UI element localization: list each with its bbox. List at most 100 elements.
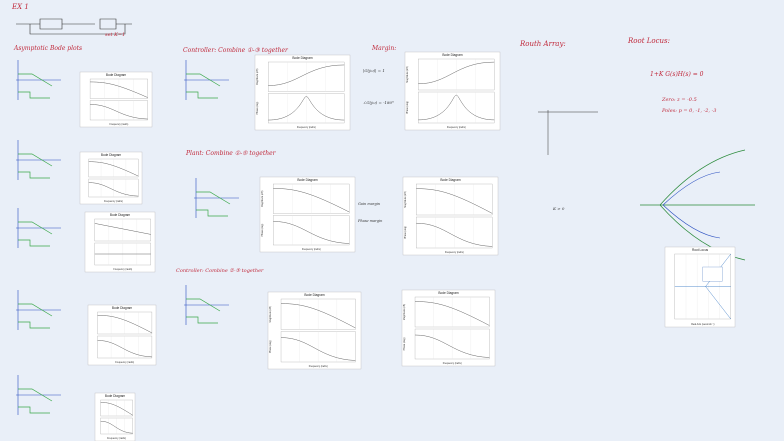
y-label: Phase (deg)	[269, 340, 272, 353]
y-label: Phase (deg)	[403, 337, 406, 350]
plot: Root Locus Real Axis (seconds⁻¹)	[664, 246, 736, 328]
plot: Bode Diagram Magnitude (dB) Phase (deg) Fre…	[401, 289, 496, 367]
sketch-curve	[18, 221, 53, 247]
curve	[97, 315, 153, 334]
y-label: Magnitude (dB)	[403, 304, 406, 321]
sketch-axes	[16, 375, 61, 415]
note: Controller: Combine ①-⑤ together	[176, 268, 264, 274]
note: Phase margin	[357, 219, 383, 223]
x-label: Frequency (rad/s)	[104, 200, 123, 203]
sketch-curve	[18, 303, 53, 329]
curve	[415, 334, 490, 358]
x-label: Frequency (rad/s)	[115, 361, 134, 364]
plot-title: Bode Diagram	[112, 306, 133, 310]
note: Root Locus:	[627, 37, 670, 45]
x-label: Frequency (rad/s)	[309, 365, 328, 368]
plot: Bode Diagram Frequency (rad/s)	[79, 71, 153, 128]
plot-title: Bode Diagram	[297, 178, 318, 182]
plot: Bode Diagram Frequency (rad/s)	[87, 304, 157, 366]
y-label: Phase (deg)	[256, 102, 259, 115]
note: |G(jω)| = 1	[363, 68, 385, 73]
plot-title: Root Locus	[692, 248, 709, 252]
note: Poles: p = 0, -1, -2, -3	[661, 108, 716, 114]
sketch-curve	[18, 388, 53, 414]
plot: Bode Diagram Magnitude (dB) Phase (deg) Fre…	[267, 291, 362, 370]
plot-title: Bode Diagram	[106, 73, 127, 77]
curve	[90, 81, 148, 98]
sketch-axes	[16, 140, 61, 180]
note: 1+K G(s)H(s) = 0	[650, 71, 704, 78]
plot: Bode Diagram Magnitude (dB) Phase (deg) Fre…	[259, 176, 356, 253]
plot-title: Bode Diagram	[292, 56, 313, 60]
curve	[268, 64, 345, 86]
sketch-axes	[16, 60, 61, 100]
note: Asymptotic Bode plots	[13, 45, 82, 52]
curve	[97, 340, 152, 358]
curve	[100, 402, 133, 416]
curve	[281, 337, 356, 361]
curve	[418, 61, 495, 85]
curve	[88, 182, 139, 197]
x-label: Frequency (rad/s)	[109, 123, 128, 126]
sketch-axes	[194, 178, 239, 218]
sketch-axes	[184, 60, 229, 100]
x-label: Frequency (rad/s)	[107, 437, 126, 440]
curve	[415, 301, 490, 326]
curve	[281, 303, 356, 329]
page-title: EX 1	[11, 3, 29, 11]
sketch-curve	[186, 298, 221, 324]
y-label: Phase (deg)	[261, 224, 264, 237]
plot: Bode Diagram Frequency (rad/s)	[79, 151, 143, 205]
sketch-curve	[186, 73, 221, 99]
note: Margin:	[371, 45, 396, 52]
plot-title: Bode Diagram	[304, 293, 325, 297]
routh-table	[538, 110, 598, 155]
curve	[273, 221, 350, 244]
x-label: Frequency (rad/s)	[113, 268, 132, 271]
sketch-curve	[18, 153, 53, 179]
plot-title: Bode Diagram	[105, 394, 126, 398]
sketch-axes	[16, 208, 61, 248]
x-label: Frequency (rad/s)	[297, 126, 316, 129]
y-label: Phase (deg)	[406, 101, 409, 114]
plot-title: Bode Diagram	[101, 153, 122, 157]
curve	[416, 188, 493, 214]
plot-title: Bode Diagram	[442, 53, 463, 57]
x-label: Frequency (rad/s)	[445, 251, 464, 254]
x-label: Frequency (rad/s)	[302, 248, 321, 251]
note: ∠G(jω) = -180°	[363, 100, 394, 105]
curve	[94, 223, 151, 235]
datatip	[702, 266, 723, 282]
sketch-axes	[16, 290, 61, 330]
locus-sketch	[640, 149, 755, 261]
sketch-curve	[18, 73, 53, 99]
set-k-note: set K=1	[105, 32, 125, 38]
plot: Bode Diagram Frequency (rad/s)	[84, 211, 156, 273]
curve	[100, 420, 133, 434]
y-label: Phase (deg)	[404, 226, 407, 239]
curve	[416, 222, 493, 247]
x-label: Real Axis (seconds⁻¹)	[691, 323, 714, 326]
note: Gain margin	[358, 202, 381, 206]
y-label: Magnitude (dB)	[406, 66, 409, 83]
curve	[273, 188, 350, 213]
curve	[268, 96, 345, 121]
plot-title: Bode Diagram	[438, 291, 459, 295]
plot: Bode Diagram Magnitude (dB) Phase (deg) Fre…	[254, 54, 351, 131]
curve	[88, 161, 139, 177]
block-diagram	[16, 18, 132, 35]
y-label: Magnitude (dB)	[404, 191, 407, 208]
y-label: Magnitude (dB)	[269, 306, 272, 323]
note: K > 0	[552, 206, 565, 211]
sketch-axes	[184, 285, 229, 325]
note: Controller: Combine ①-③ together	[183, 47, 289, 54]
plot: Bode Diagram Magnitude (dB) Phase (deg) Fre…	[402, 176, 499, 256]
sketch-curve	[196, 191, 231, 217]
y-label: Magnitude (dB)	[261, 190, 264, 207]
locus-sketch-2	[662, 171, 721, 239]
note: Plant: Combine ①-⑤ together	[185, 150, 277, 157]
plot-title: Bode Diagram	[440, 178, 461, 182]
x-label: Frequency (rad/s)	[443, 362, 462, 365]
y-label: Magnitude (dB)	[256, 68, 259, 85]
